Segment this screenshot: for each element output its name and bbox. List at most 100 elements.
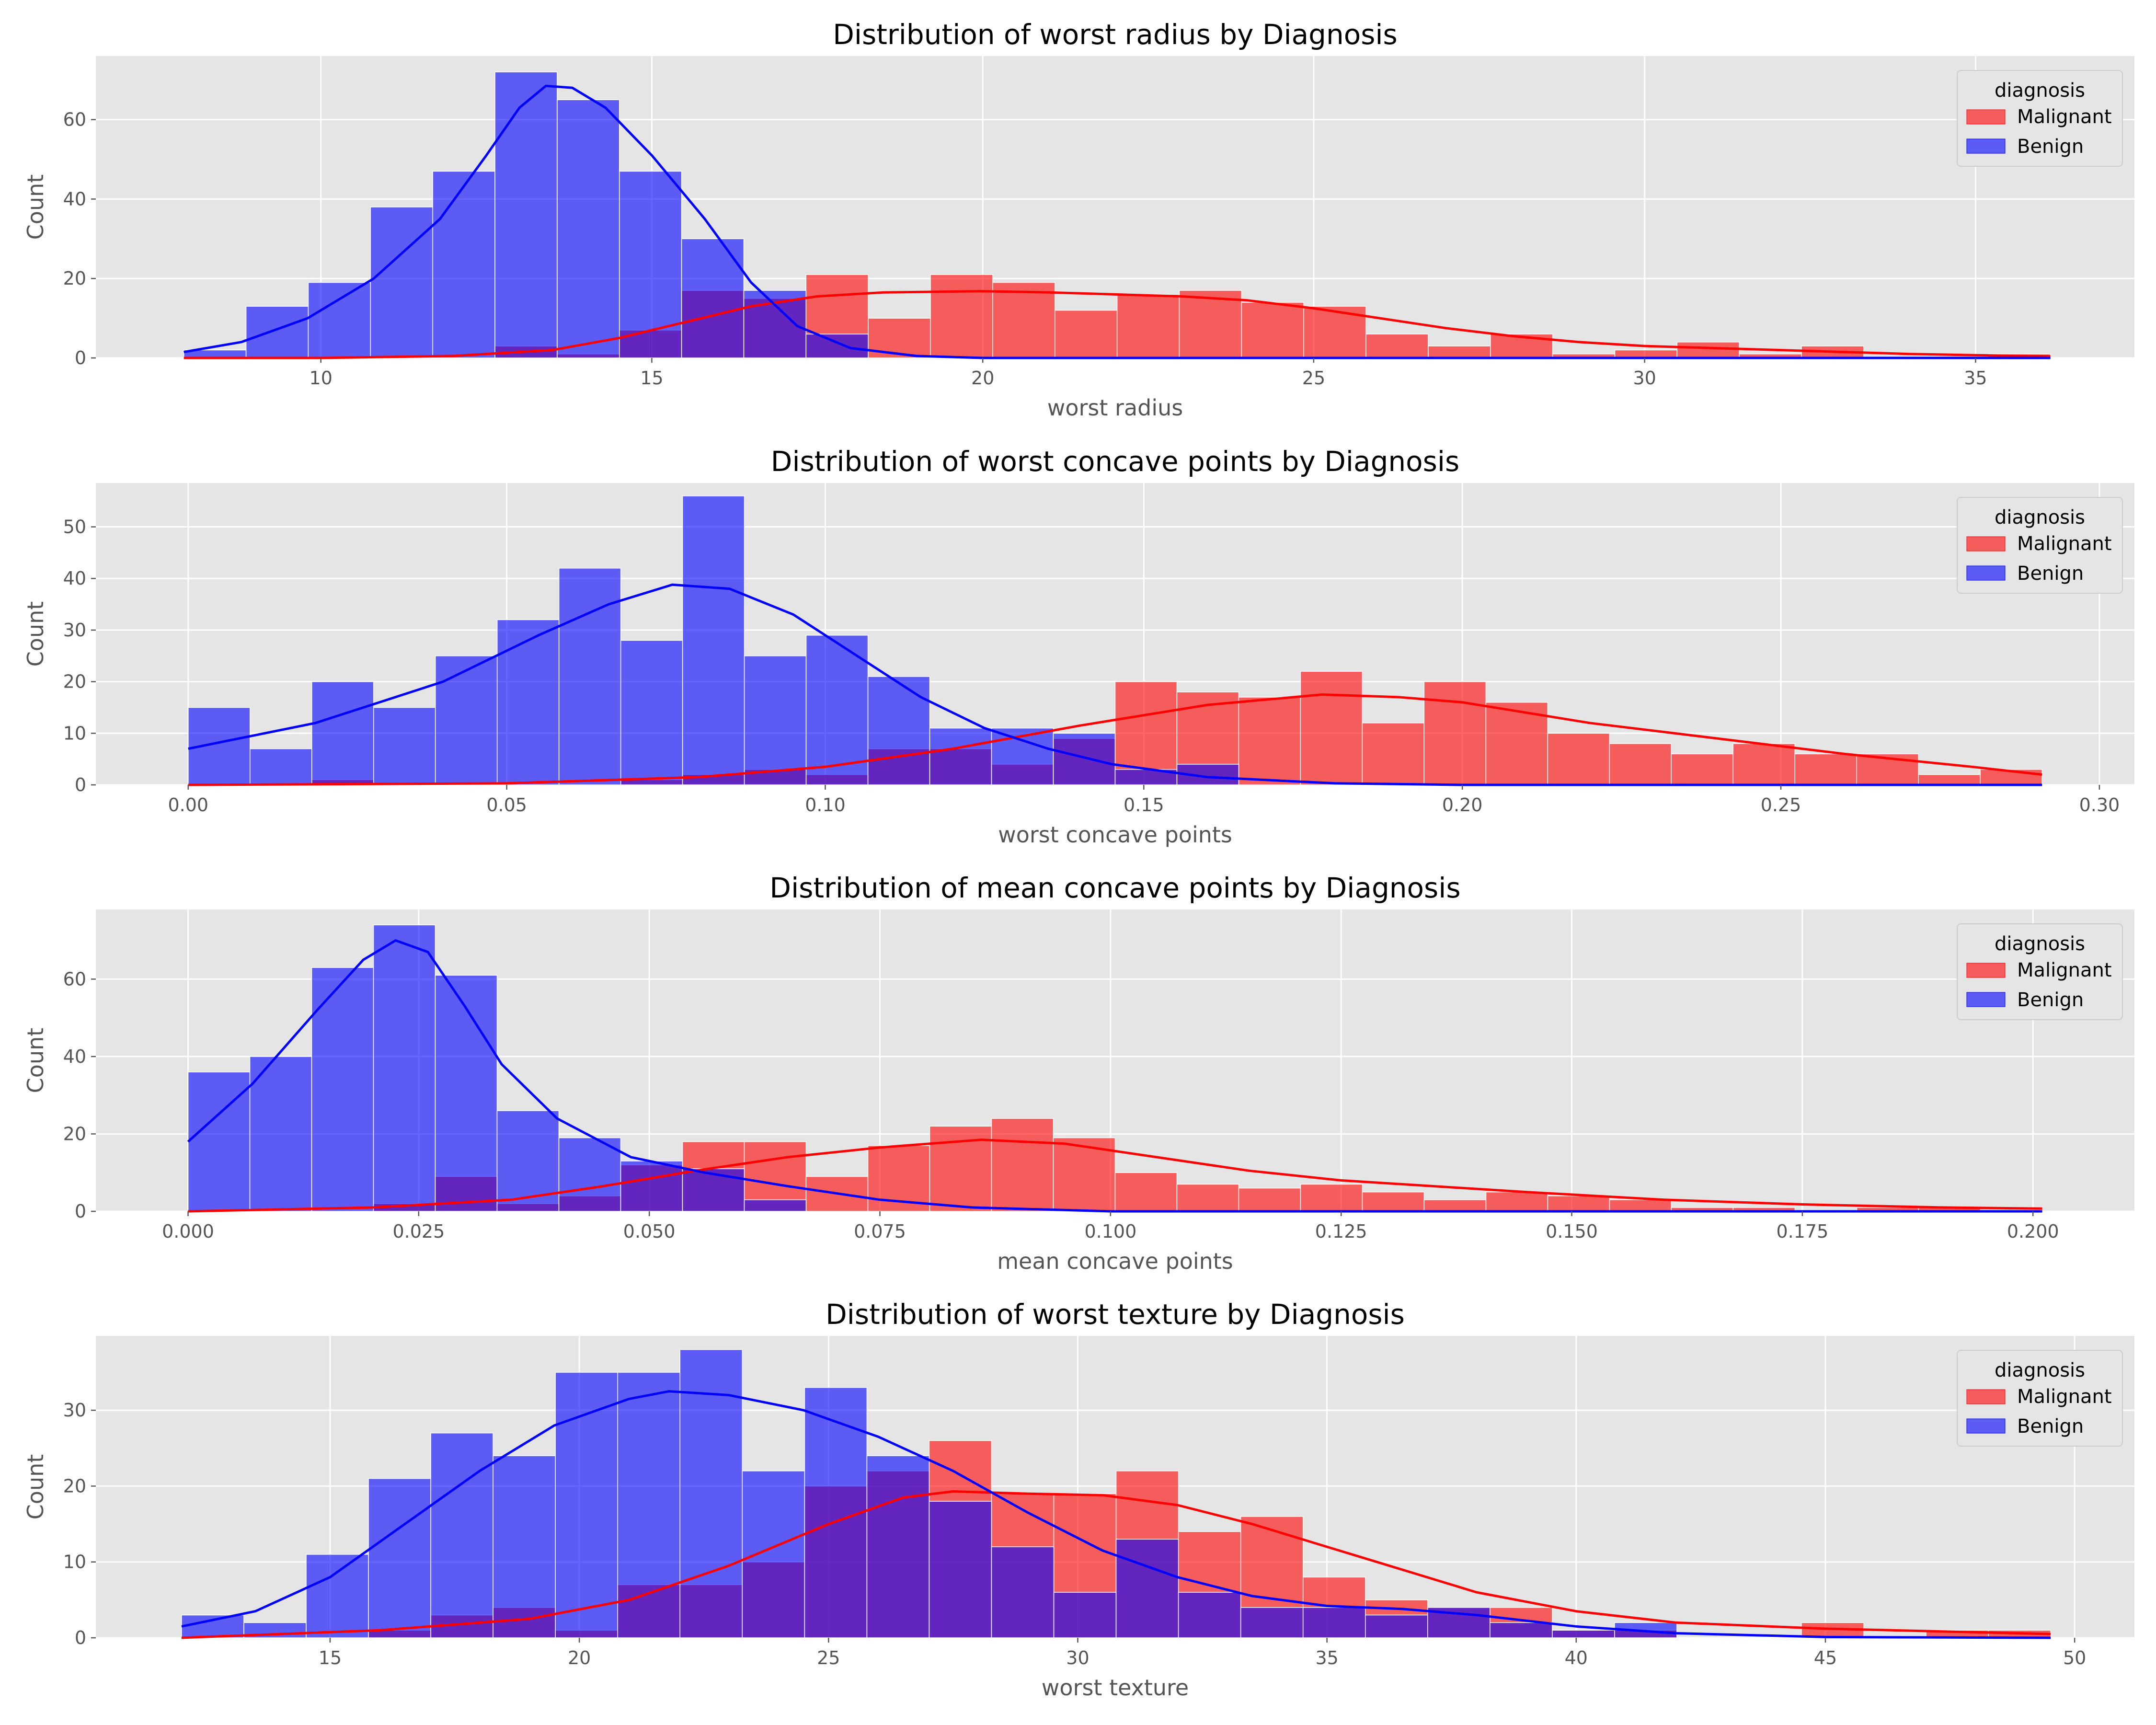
legend-title: diagnosis bbox=[1995, 80, 2085, 102]
x-tick-label: 30 bbox=[1066, 1647, 1089, 1668]
kde-line-malignant bbox=[188, 1138, 2042, 1213]
y-ticks: 0 20 40 60 bbox=[63, 968, 96, 1222]
x-tick-label: 25 bbox=[1302, 368, 1325, 389]
histogram-bar bbox=[991, 727, 1054, 785]
histogram-bar bbox=[435, 975, 498, 1212]
histogram-bar bbox=[867, 676, 930, 785]
histogram-bar bbox=[558, 567, 621, 785]
x-ticks: 0.000 0.025 0.050 0.075 0.100 0.125 0.150 0.175… bbox=[162, 1211, 2059, 1242]
x-ticks: 15 20 25 30 35 40 45 50 bbox=[319, 1638, 2086, 1668]
histogram-bar bbox=[494, 71, 558, 358]
legend-swatch-malignant bbox=[1966, 109, 2006, 125]
x-tick-label: 10 bbox=[310, 368, 333, 389]
y-tick-label: 0 bbox=[75, 1201, 86, 1222]
y-tick-label: 40 bbox=[63, 1046, 86, 1067]
kde-line-malignant bbox=[183, 290, 2051, 359]
x-axis-label: worst radius bbox=[1047, 395, 1183, 421]
chart-worst-radius: Distribution of worst radius by Diagnosi… bbox=[23, 18, 2134, 421]
plot-area bbox=[96, 1336, 2134, 1639]
histogram-bar bbox=[1552, 1630, 1615, 1638]
legend-title: diagnosis bbox=[1995, 506, 2085, 529]
x-axis-label: mean concave points bbox=[997, 1248, 1233, 1274]
x-tick-label: 0.200 bbox=[2007, 1221, 2059, 1242]
legend-label-malignant: Malignant bbox=[2017, 106, 2112, 128]
histogram-bar bbox=[744, 1199, 807, 1212]
y-axis-label: Count bbox=[23, 1028, 48, 1093]
legend-label-benign: Benign bbox=[2017, 136, 2084, 158]
legend: diagnosis Malignant Benign bbox=[1957, 923, 2123, 1020]
histogram-bar bbox=[1428, 345, 1491, 358]
legend: diagnosis Malignant Benign bbox=[1957, 497, 2123, 594]
histogram-bar bbox=[311, 681, 374, 785]
histogram-bar bbox=[1485, 1191, 1548, 1212]
legend-label-benign: Benign bbox=[2017, 563, 2084, 585]
x-tick-label: 15 bbox=[640, 368, 663, 389]
histogram-bar bbox=[308, 282, 371, 358]
y-tick-label: 30 bbox=[63, 620, 86, 641]
histogram-bar bbox=[1240, 1607, 1304, 1638]
kde-line-benign bbox=[183, 84, 2051, 359]
legend-label-benign: Benign bbox=[2017, 1415, 2084, 1438]
histogram-bar bbox=[1053, 1592, 1117, 1638]
y-tick-label: 60 bbox=[63, 968, 86, 989]
x-tick-label: 0.20 bbox=[1442, 794, 1483, 816]
histogram-bar bbox=[1176, 1184, 1239, 1212]
legend-label-malignant: Malignant bbox=[2017, 959, 2112, 981]
histogram-bar bbox=[991, 1546, 1055, 1638]
histogram-bar bbox=[681, 238, 745, 358]
histogram-bar bbox=[1918, 774, 1981, 785]
legend-swatch-benign bbox=[1966, 992, 2006, 1007]
y-tick-label: 30 bbox=[63, 1400, 86, 1421]
histogram-bar bbox=[250, 748, 312, 785]
histogram-bar bbox=[1362, 1191, 1425, 1212]
chart-mean-concave-points: Distribution of mean concave points by D… bbox=[23, 872, 2134, 1274]
x-tick-label: 25 bbox=[817, 1647, 840, 1668]
histogram-bar bbox=[866, 1455, 930, 1638]
series-benign-bars bbox=[188, 495, 1239, 785]
legend-swatch-malignant bbox=[1966, 1389, 2006, 1404]
x-tick-label: 0.075 bbox=[854, 1221, 906, 1242]
x-tick-label: 0.050 bbox=[623, 1221, 676, 1242]
y-axis-label: Count bbox=[23, 1454, 48, 1520]
histogram-bar bbox=[930, 274, 993, 358]
legend-swatch-benign bbox=[1966, 1418, 2006, 1434]
legend-label-malignant: Malignant bbox=[2017, 533, 2112, 555]
histogram-bar bbox=[1671, 753, 1734, 785]
x-ticks: 10 15 20 25 30 35 bbox=[310, 358, 1987, 389]
x-tick-label: 0.150 bbox=[1546, 1221, 1598, 1242]
series-benign-bars bbox=[187, 924, 807, 1212]
x-tick-label: 0.10 bbox=[805, 794, 846, 816]
plot-area bbox=[96, 909, 2134, 1213]
x-tick-label: 0.000 bbox=[162, 1221, 214, 1242]
chart-worst-concave-points: Distribution of worst concave points by … bbox=[23, 445, 2134, 848]
legend: diagnosis Malignant Benign bbox=[1957, 70, 2123, 167]
histogram-bar bbox=[1115, 1539, 1179, 1638]
histogram-bar bbox=[1116, 294, 1180, 358]
histogram-bar bbox=[1302, 1607, 1366, 1638]
x-tick-label: 0.05 bbox=[486, 794, 527, 816]
x-tick-label: 0.100 bbox=[1084, 1221, 1136, 1242]
histogram-bar bbox=[1609, 1199, 1672, 1212]
kde-line-benign bbox=[187, 939, 2042, 1213]
histogram-bar bbox=[1365, 334, 1429, 358]
histogram-bar bbox=[1365, 1614, 1428, 1638]
histogram-bar bbox=[620, 640, 683, 785]
legend: diagnosis Malignant Benign bbox=[1957, 1350, 2123, 1447]
histogram-bar bbox=[373, 924, 436, 1212]
histogram-bar bbox=[245, 306, 309, 358]
y-tick-label: 50 bbox=[63, 517, 86, 538]
x-tick-label: 40 bbox=[1565, 1647, 1588, 1668]
histogram-bar bbox=[368, 1478, 431, 1638]
chart-title: Distribution of mean concave points by D… bbox=[769, 872, 1460, 904]
histogram-bar bbox=[557, 99, 620, 358]
histogram-bar bbox=[1238, 1187, 1301, 1212]
histogram-bar bbox=[992, 282, 1055, 358]
histogram-bar bbox=[435, 656, 498, 785]
x-tick-label: 15 bbox=[319, 1647, 342, 1668]
x-tick-label: 30 bbox=[1633, 368, 1656, 389]
x-tick-label: 20 bbox=[568, 1647, 591, 1668]
x-tick-label: 0.175 bbox=[1776, 1221, 1828, 1242]
histogram-bar bbox=[1732, 743, 1796, 785]
histogram-bar bbox=[805, 634, 869, 785]
